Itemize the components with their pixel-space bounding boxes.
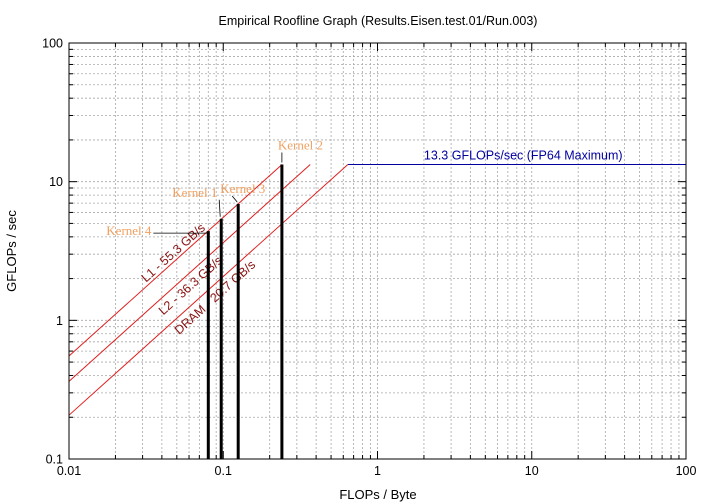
x-tick-label: 100 bbox=[676, 464, 697, 478]
bandwidth-ceiling-line bbox=[68, 164, 283, 357]
compute-ceiling-label: 13.3 GFLOPs/sec (FP64 Maximum) bbox=[424, 148, 623, 162]
chart-title: Empirical Roofline Graph (Results.Eisen.… bbox=[219, 14, 538, 28]
y-tick-label: 10 bbox=[49, 175, 63, 189]
y-tick-label: 100 bbox=[42, 37, 63, 51]
y-tick-label: 1 bbox=[56, 314, 63, 328]
x-tick-label: 10 bbox=[525, 464, 539, 478]
kernel-label: Kernel 1 bbox=[172, 185, 217, 200]
kernel-label: Kernel 3 bbox=[220, 181, 265, 196]
kernel-connector bbox=[218, 199, 221, 217]
bandwidth-ceiling-line bbox=[68, 164, 311, 382]
kernels: Kernel 4 Kernel 1 Kernel 3 Kernel 2 bbox=[106, 137, 323, 459]
x-axis-label: FLOPs / Byte bbox=[339, 487, 416, 502]
grid bbox=[69, 43, 686, 459]
y-axis-label: GFLOPs / sec bbox=[4, 210, 19, 292]
kernel-label: Kernel 4 bbox=[106, 223, 152, 238]
y-tick-label: 0.1 bbox=[46, 453, 63, 467]
x-tick-label: 0.1 bbox=[215, 464, 232, 478]
x-tick-label: 1 bbox=[374, 464, 381, 478]
kernel-label: Kernel 2 bbox=[278, 137, 323, 152]
kernel-connector bbox=[231, 195, 238, 203]
x-tick-label: 0.01 bbox=[57, 464, 81, 478]
